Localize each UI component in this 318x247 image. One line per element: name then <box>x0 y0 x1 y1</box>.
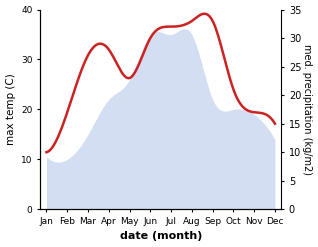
Y-axis label: med. precipitation (kg/m2): med. precipitation (kg/m2) <box>302 44 313 175</box>
X-axis label: date (month): date (month) <box>120 231 202 242</box>
Y-axis label: max temp (C): max temp (C) <box>5 74 16 145</box>
